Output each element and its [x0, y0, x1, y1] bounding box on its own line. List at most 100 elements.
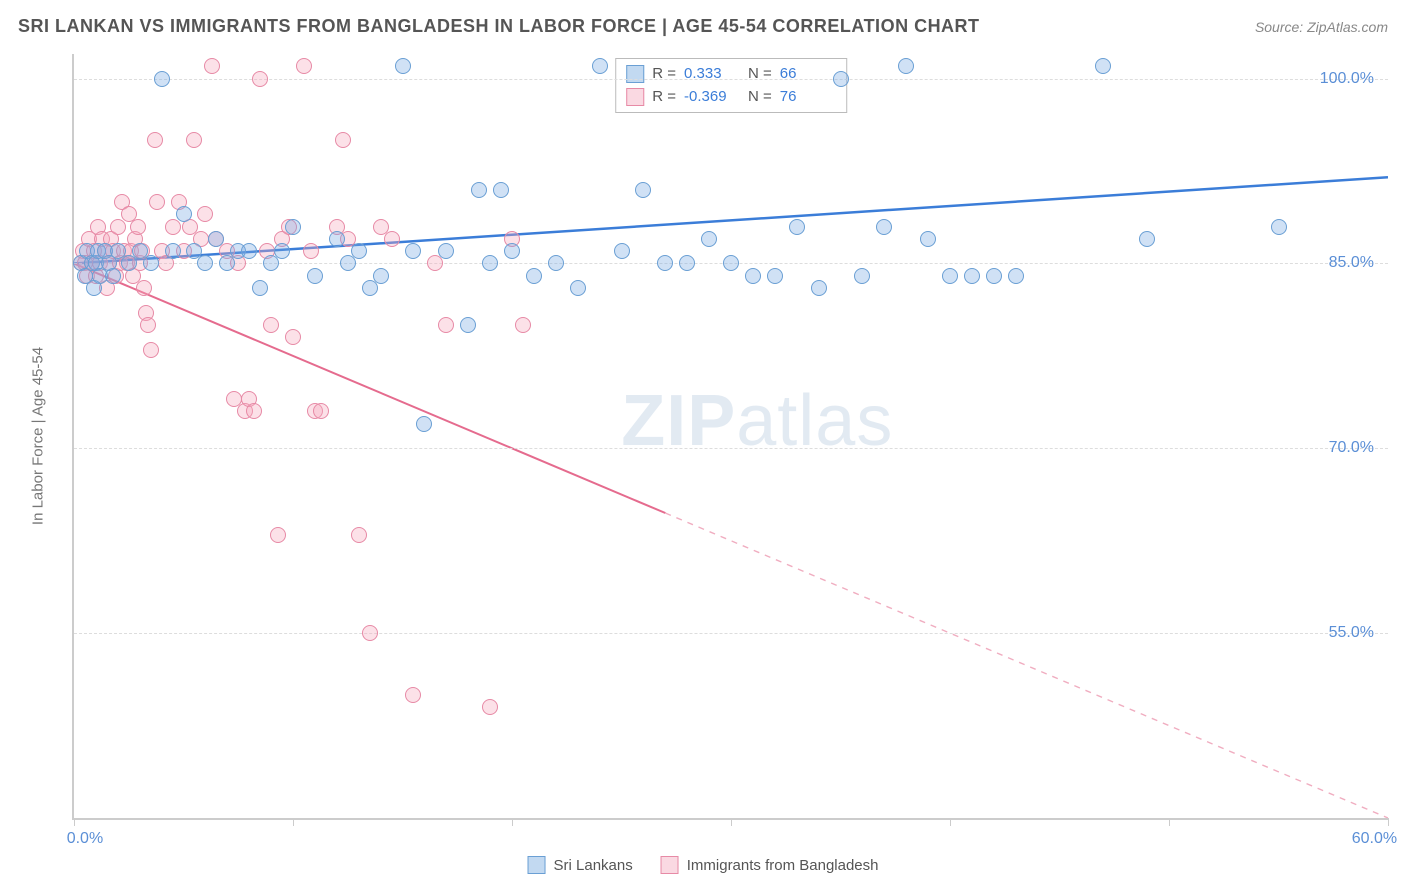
gridline: [74, 79, 1388, 80]
scatter-point: [876, 219, 892, 235]
scatter-point: [767, 268, 783, 284]
chart-header: SRI LANKAN VS IMMIGRANTS FROM BANGLADESH…: [18, 16, 1388, 37]
x-tick: [1388, 818, 1389, 826]
gridline: [74, 633, 1388, 634]
stat-label-n2: N =: [748, 86, 772, 109]
scatter-point: [964, 268, 980, 284]
scatter-point: [723, 255, 739, 271]
scatter-point: [154, 71, 170, 87]
scatter-point: [460, 317, 476, 333]
legend-swatch-blue-icon: [528, 856, 546, 874]
stat-r-2: -0.369: [684, 86, 740, 109]
scatter-point: [438, 243, 454, 259]
x-tick: [512, 818, 513, 826]
scatter-point: [515, 317, 531, 333]
gridline: [74, 448, 1388, 449]
scatter-point: [854, 268, 870, 284]
scatter-point: [186, 132, 202, 148]
swatch-pink-icon: [626, 88, 644, 106]
scatter-point: [263, 317, 279, 333]
scatter-point: [296, 58, 312, 74]
scatter-point: [130, 219, 146, 235]
scatter-point: [208, 231, 224, 247]
stat-label-r: R =: [652, 63, 676, 86]
swatch-blue-icon: [626, 65, 644, 83]
scatter-point: [110, 219, 126, 235]
scatter-point: [147, 132, 163, 148]
scatter-point: [140, 317, 156, 333]
scatter-point: [898, 58, 914, 74]
scatter-point: [384, 231, 400, 247]
scatter-point: [471, 182, 487, 198]
chart-container: In Labor Force | Age 45-54 ZIPatlas R = …: [18, 54, 1388, 880]
stats-row-1: R = 0.333 N = 66: [626, 63, 836, 86]
scatter-point: [313, 403, 329, 419]
x-tick: [74, 818, 75, 826]
scatter-point: [1008, 268, 1024, 284]
scatter-point: [285, 329, 301, 345]
scatter-point: [303, 243, 319, 259]
stats-row-2: R = -0.369 N = 76: [626, 86, 836, 109]
scatter-point: [252, 71, 268, 87]
chart-title: SRI LANKAN VS IMMIGRANTS FROM BANGLADESH…: [18, 16, 980, 37]
scatter-point: [986, 268, 1002, 284]
x-tick: [293, 818, 294, 826]
x-tick: [950, 818, 951, 826]
scatter-point: [635, 182, 651, 198]
scatter-point: [942, 268, 958, 284]
scatter-point: [405, 243, 421, 259]
scatter-point: [745, 268, 761, 284]
scatter-point: [165, 243, 181, 259]
scatter-point: [1139, 231, 1155, 247]
scatter-point: [274, 243, 290, 259]
scatter-point: [149, 194, 165, 210]
scatter-point: [143, 342, 159, 358]
y-tick-label: 100.0%: [1320, 70, 1374, 88]
scatter-point: [285, 219, 301, 235]
scatter-point: [811, 280, 827, 296]
legend-swatch-pink-icon: [661, 856, 679, 874]
scatter-point: [204, 58, 220, 74]
scatter-point: [493, 182, 509, 198]
stat-label-r2: R =: [652, 86, 676, 109]
stats-box: R = 0.333 N = 66 R = -0.369 N = 76: [615, 58, 847, 113]
scatter-point: [197, 255, 213, 271]
scatter-point: [165, 219, 181, 235]
scatter-point: [395, 58, 411, 74]
scatter-point: [246, 403, 262, 419]
scatter-point: [548, 255, 564, 271]
trend-lines: [74, 54, 1388, 818]
y-tick-label: 85.0%: [1329, 254, 1374, 272]
scatter-point: [614, 243, 630, 259]
legend-item-1: Sri Lankans: [528, 856, 633, 874]
scatter-point: [176, 206, 192, 222]
y-tick-label: 55.0%: [1329, 624, 1374, 642]
scatter-point: [920, 231, 936, 247]
scatter-point: [362, 625, 378, 641]
legend: Sri Lankans Immigrants from Bangladesh: [528, 856, 879, 874]
scatter-point: [1095, 58, 1111, 74]
stat-label-n: N =: [748, 63, 772, 86]
x-tick-label: 60.0%: [1352, 830, 1397, 848]
scatter-point: [241, 243, 257, 259]
x-tick: [731, 818, 732, 826]
scatter-point: [789, 219, 805, 235]
stat-n-1: 66: [780, 63, 836, 86]
x-tick: [1169, 818, 1170, 826]
scatter-point: [335, 132, 351, 148]
scatter-point: [679, 255, 695, 271]
scatter-point: [833, 71, 849, 87]
scatter-point: [592, 58, 608, 74]
scatter-point: [482, 255, 498, 271]
stat-r-1: 0.333: [684, 63, 740, 86]
legend-label-2: Immigrants from Bangladesh: [687, 857, 879, 874]
scatter-point: [482, 699, 498, 715]
scatter-point: [526, 268, 542, 284]
scatter-point: [351, 243, 367, 259]
scatter-point: [351, 527, 367, 543]
scatter-point: [570, 280, 586, 296]
legend-item-2: Immigrants from Bangladesh: [661, 856, 879, 874]
scatter-point: [270, 527, 286, 543]
x-tick-label: 0.0%: [67, 830, 103, 848]
legend-label-1: Sri Lankans: [554, 857, 633, 874]
